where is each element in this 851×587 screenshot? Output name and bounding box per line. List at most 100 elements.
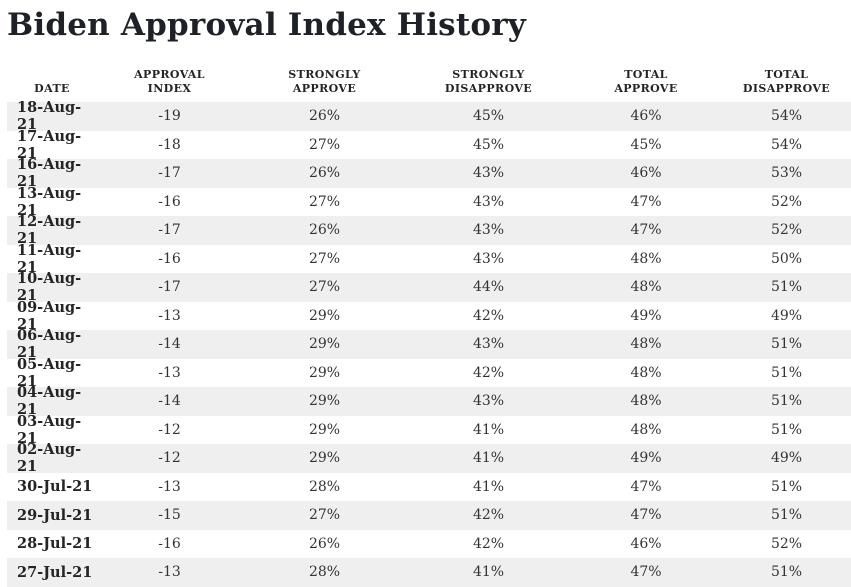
cell-strongly-disapprove: 42%: [472, 507, 505, 524]
cell-total-approve: 46%: [630, 535, 662, 552]
table-row: 11-Aug-21 -16 27% 43% 48% 50%: [7, 242, 851, 276]
cell-strongly-disapprove: 42%: [472, 307, 505, 324]
column-header-total-approve: TOTAL APPROVE: [614, 68, 678, 95]
cell-strongly-approve: 29%: [308, 307, 341, 324]
page-title: Biden Approval Index History: [7, 7, 526, 43]
cell-date: 02-Aug-21: [17, 441, 82, 476]
table-row: 28-Jul-21 -16 26% 42% 46% 52%: [7, 530, 851, 559]
cell-strongly-approve: 29%: [308, 421, 341, 438]
table-row: 17-Aug-21 -18 27% 45% 45% 54%: [7, 128, 851, 162]
cell-strongly-approve: 27%: [308, 507, 341, 524]
cell-approval-index: -13: [158, 478, 181, 495]
cell-strongly-approve: 29%: [308, 364, 341, 381]
cell-date: 30-Jul-21: [17, 478, 93, 496]
table-row: 13-Aug-21 -16 27% 43% 47% 52%: [7, 184, 851, 219]
cell-total-approve: 48%: [630, 393, 662, 410]
cell-total-disapprove: 53%: [770, 165, 803, 182]
cell-date: 13-Aug-21: [17, 184, 82, 219]
cell-approval-index: -14: [158, 336, 181, 353]
cell-total-approve: 47%: [630, 507, 662, 524]
cell-approval-index: -18: [158, 136, 181, 153]
cell-strongly-disapprove: 41%: [472, 421, 505, 438]
table-row: 29-Jul-21 -15 27% 42% 47% 51%: [7, 501, 851, 530]
table-row: 12-Aug-21 -17 26% 43% 47% 52%: [7, 213, 851, 248]
column-header-strongly-approve: STRONGLY APPROVE: [288, 68, 361, 95]
cell-approval-index: -13: [158, 307, 181, 324]
cell-date: 28-Jul-21: [17, 535, 93, 553]
column-header-strongly-disapprove: STRONGLY DISAPPROVE: [444, 68, 533, 95]
cell-total-disapprove: 51%: [770, 478, 803, 495]
cell-strongly-disapprove: 41%: [472, 450, 505, 467]
cell-strongly-disapprove: 45%: [472, 108, 505, 125]
cell-total-approve: 47%: [630, 193, 662, 210]
cell-total-disapprove: 52%: [770, 222, 803, 239]
cell-approval-index: -13: [158, 564, 181, 581]
cell-date: 12-Aug-21: [17, 213, 82, 248]
table-row: 18-Aug-21 -19 26% 45% 46% 54%: [7, 99, 851, 134]
cell-total-approve: 45%: [630, 136, 662, 153]
cell-date: 09-Aug-21: [17, 298, 82, 333]
table-row: 03-Aug-21 -12 29% 41% 48% 51%: [7, 412, 851, 447]
cell-strongly-approve: 27%: [308, 136, 341, 153]
cell-total-approve: 46%: [630, 108, 662, 125]
cell-total-disapprove: 51%: [770, 336, 803, 353]
cell-date: 05-Aug-21: [17, 355, 82, 390]
cell-date: 29-Jul-21: [17, 506, 93, 524]
cell-strongly-disapprove: 44%: [472, 279, 505, 296]
cell-strongly-approve: 29%: [308, 393, 341, 410]
cell-strongly-disapprove: 43%: [472, 336, 505, 353]
cell-strongly-approve: 28%: [308, 478, 341, 495]
cell-total-approve: 48%: [630, 250, 662, 267]
table-row: 09-Aug-21 -13 29% 42% 49% 49%: [7, 298, 851, 333]
cell-total-disapprove: 51%: [770, 564, 803, 581]
cell-strongly-disapprove: 43%: [472, 222, 505, 239]
cell-total-approve: 47%: [630, 222, 662, 239]
cell-approval-index: -16: [158, 250, 181, 267]
cell-strongly-approve: 29%: [308, 450, 341, 467]
cell-total-disapprove: 51%: [770, 393, 803, 410]
cell-strongly-approve: 27%: [308, 193, 341, 210]
column-header-total-disapprove: TOTAL DISAPPROVE: [742, 68, 831, 95]
cell-total-disapprove: 51%: [770, 507, 803, 524]
cell-date: 03-Aug-21: [17, 412, 82, 447]
cell-strongly-approve: 26%: [308, 165, 341, 182]
cell-strongly-disapprove: 45%: [472, 136, 505, 153]
cell-strongly-approve: 26%: [308, 108, 341, 125]
cell-total-approve: 49%: [630, 450, 662, 467]
table-row: 02-Aug-21 -12 29% 41% 49% 49%: [7, 441, 851, 476]
cell-approval-index: -15: [158, 507, 181, 524]
cell-total-approve: 48%: [630, 421, 662, 438]
cell-total-disapprove: 51%: [770, 364, 803, 381]
cell-approval-index: -12: [158, 421, 181, 438]
cell-date: 27-Jul-21: [17, 563, 93, 581]
cell-strongly-approve: 26%: [308, 222, 341, 239]
cell-approval-index: -13: [158, 364, 181, 381]
cell-date: 18-Aug-21: [17, 99, 82, 134]
cell-total-disapprove: 51%: [770, 421, 803, 438]
cell-total-disapprove: 54%: [770, 136, 803, 153]
table-row: 06-Aug-21 -14 29% 43% 48% 51%: [7, 327, 851, 361]
cell-strongly-disapprove: 42%: [472, 535, 505, 552]
cell-approval-index: -16: [158, 535, 181, 552]
cell-approval-index: -17: [158, 279, 181, 296]
cell-approval-index: -14: [158, 393, 181, 410]
cell-total-approve: 47%: [630, 478, 662, 495]
cell-total-disapprove: 52%: [770, 535, 803, 552]
table-row: 04-Aug-21 -14 29% 43% 48% 51%: [7, 384, 851, 419]
cell-total-disapprove: 52%: [770, 193, 803, 210]
cell-strongly-approve: 26%: [308, 535, 341, 552]
cell-date: 04-Aug-21: [17, 384, 82, 419]
table-body: 18-Aug-21 -19 26% 45% 46% 54% 17-Aug-21 -18 27% 4…: [7, 99, 851, 587]
cell-total-approve: 47%: [630, 564, 662, 581]
table-row: 10-Aug-21 -17 27% 44% 48% 51%: [7, 270, 851, 304]
cell-approval-index: -17: [158, 165, 181, 182]
cell-strongly-approve: 27%: [308, 250, 341, 267]
cell-total-approve: 46%: [630, 165, 662, 182]
cell-total-disapprove: 49%: [770, 307, 803, 324]
cell-approval-index: -12: [158, 450, 181, 467]
cell-total-approve: 48%: [630, 279, 662, 296]
cell-strongly-approve: 28%: [308, 564, 341, 581]
cell-approval-index: -16: [158, 193, 181, 210]
column-header-approval-index: APPROVAL INDEX: [134, 68, 205, 95]
cell-total-disapprove: 51%: [770, 279, 803, 296]
